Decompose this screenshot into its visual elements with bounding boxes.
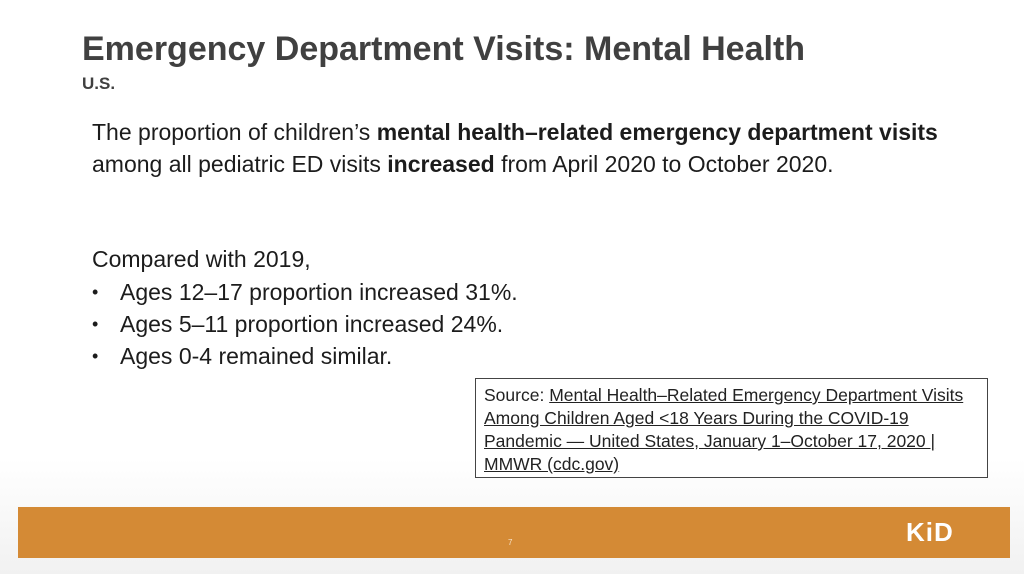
source-box: Source: Mental Health–Related Emergency … [475, 378, 988, 478]
bullet-icon: • [92, 314, 99, 334]
list-item: • Ages 0-4 remained similar. [92, 340, 518, 372]
bullet-text: Ages 12–17 proportion increased 31%. [120, 279, 518, 305]
bullet-icon: • [92, 282, 99, 302]
paragraph-text: The proportion of children’s [92, 119, 377, 145]
compared-label: Compared with 2019, [92, 246, 311, 272]
paragraph-bold: increased [387, 151, 495, 177]
kid-logo: KiD [906, 517, 954, 547]
source-link[interactable]: Mental Health–Related Emergency Departme… [484, 385, 964, 474]
paragraph-text: among all pediatric ED visits [92, 151, 388, 177]
paragraph-text: from April 2020 to October 2020. [494, 151, 834, 177]
footer-bar [18, 507, 1010, 558]
summary-paragraph: The proportion of children’s mental heal… [92, 116, 972, 180]
bullet-icon: • [92, 346, 99, 366]
slide-title: Emergency Department Visits: Mental Heal… [82, 30, 806, 68]
paragraph-bold: mental health–related emergency departme… [376, 119, 938, 145]
source-label: Source: [484, 385, 550, 405]
list-item: • Ages 5–11 proportion increased 24%. [92, 308, 518, 340]
bullet-text: Ages 0-4 remained similar. [120, 343, 393, 369]
bullet-text: Ages 5–11 proportion increased 24%. [120, 311, 504, 337]
bullet-list: • Ages 12–17 proportion increased 31%. • A… [92, 276, 518, 372]
list-item: • Ages 12–17 proportion increased 31%. [92, 276, 518, 308]
slide-subtitle: U.S. [82, 74, 116, 93]
page-number: 7 [508, 538, 513, 547]
